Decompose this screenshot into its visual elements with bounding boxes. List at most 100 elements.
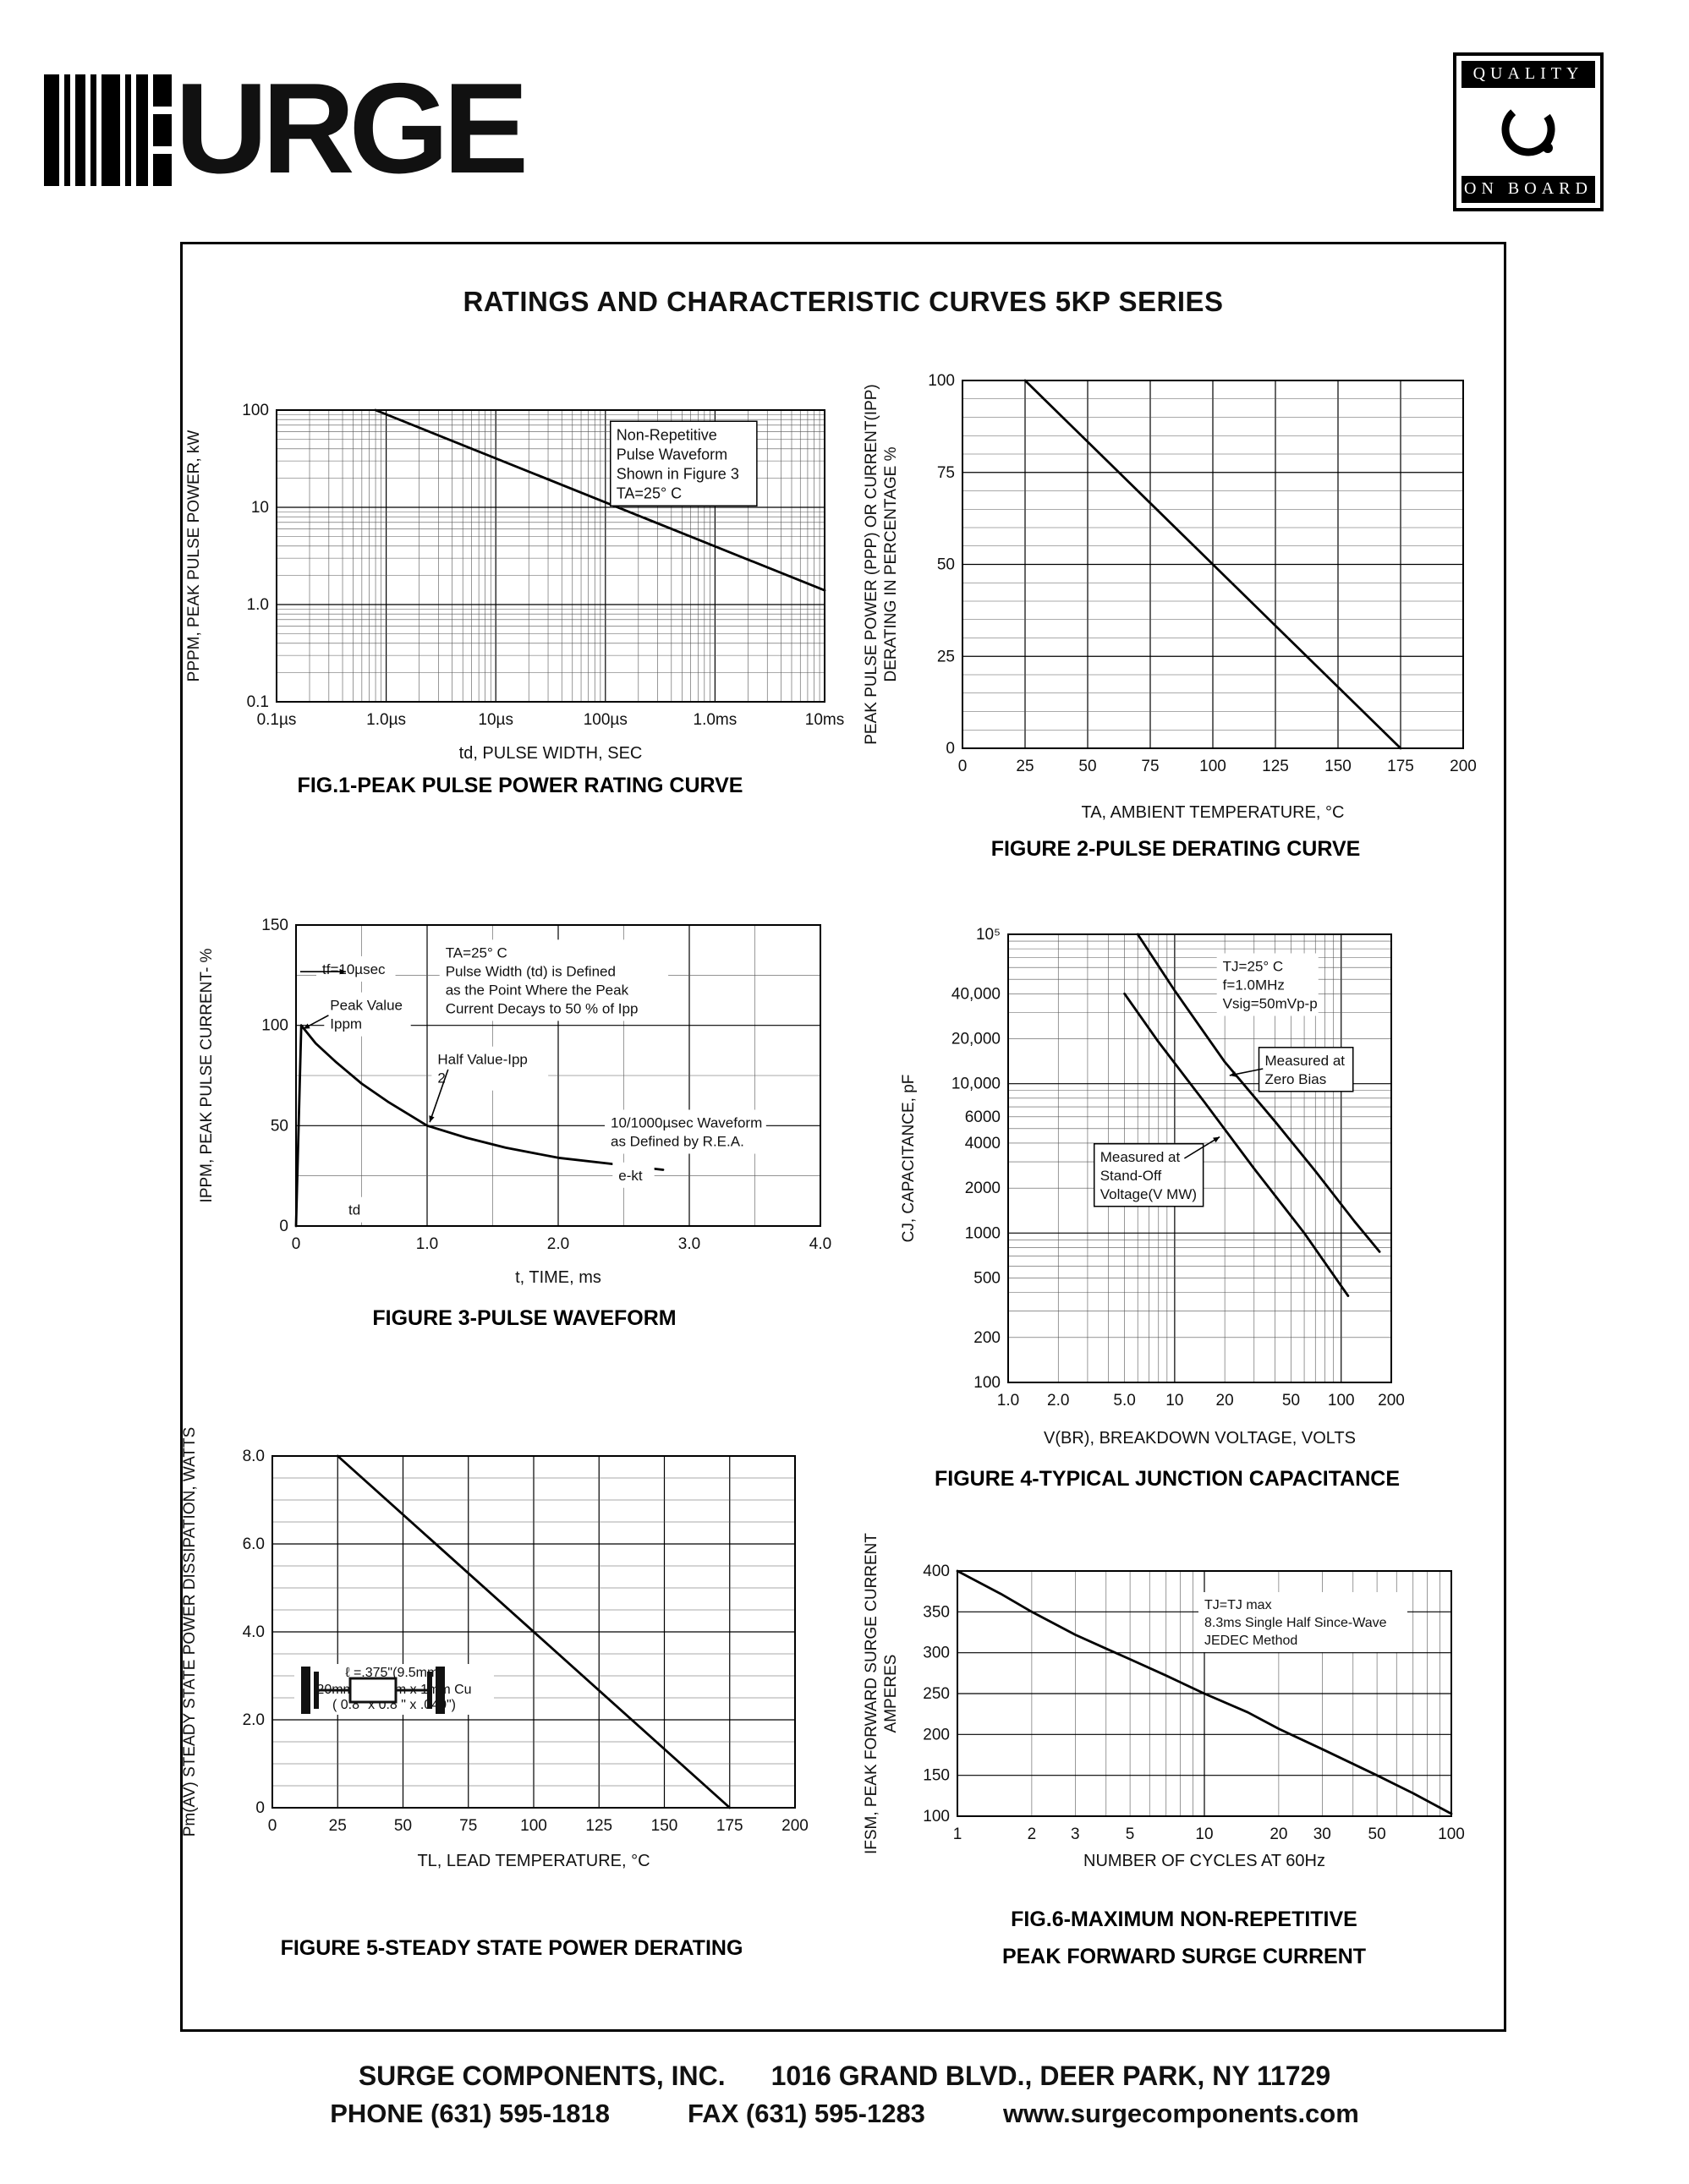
- fig1-caption: FIG.1-PEAK PULSE POWER RATING CURVE: [297, 774, 743, 797]
- svg-text:10: 10: [251, 499, 269, 517]
- svg-text:0: 0: [279, 1218, 288, 1235]
- svg-text:10µs: 10µs: [478, 711, 513, 729]
- fig5-caption: FIGURE 5-STEADY STATE POWER DERATING: [280, 1936, 743, 1960]
- svg-text:200: 200: [923, 1726, 950, 1743]
- svg-text:as the Point Where the Peak: as the Point Where the Peak: [446, 982, 629, 998]
- svg-text:e-kt: e-kt: [618, 1168, 643, 1184]
- svg-text:2000: 2000: [965, 1180, 1001, 1197]
- svg-text:150: 150: [261, 917, 288, 934]
- svg-text:100: 100: [1438, 1825, 1465, 1843]
- svg-text:100: 100: [1328, 1392, 1355, 1409]
- svg-text:6.0: 6.0: [243, 1535, 265, 1553]
- footer-website: www.surgecomponents.com: [1002, 2099, 1359, 2128]
- curves-panel-border: [180, 242, 1506, 2032]
- svg-text:200: 200: [1450, 758, 1477, 775]
- fig2-pulse-derating-chart: 0 25 50 75 100 125 150 175 200 0 25 50 75 100 TA, AMBI…: [863, 355, 1489, 829]
- svg-text:3.0: 3.0: [678, 1235, 700, 1253]
- badge-eye-icon: [1461, 88, 1595, 176]
- svg-text:20,000: 20,000: [951, 1030, 1001, 1048]
- svg-text:500: 500: [973, 1270, 1001, 1288]
- page-title: RATINGS AND CHARACTERISTIC CURVES 5KP SE…: [463, 286, 1224, 317]
- svg-text:20: 20: [1216, 1392, 1234, 1409]
- svg-text:Voltage(V MW): Voltage(V MW): [1100, 1186, 1197, 1202]
- fig4-junction-capacitance-chart: 1.0 2.0 5.0 10 20 50 100 200 10⁵ 40,000 20,000 10,0…: [897, 896, 1438, 1454]
- svg-text:Pm(AV) STEADY STATE POWER DISS: Pm(AV) STEADY STATE POWER DISSIPATION, W…: [181, 1427, 199, 1837]
- quality-on-board-badge: QUALITY ON BOARD: [1453, 52, 1604, 211]
- svg-text:20: 20: [1269, 1825, 1287, 1843]
- svg-text:td: td: [348, 1202, 360, 1218]
- fig1-peak-pulse-power-rating-chart: 0.1µs 1.0µs 10µs 100µs 1.0ms 10ms 100 10 1.0 0.1 t…: [182, 372, 858, 769]
- svg-text:2.0: 2.0: [547, 1235, 569, 1253]
- svg-text:1: 1: [953, 1825, 962, 1843]
- fig5-steady-state-power-derating-chart: ℓ =.375"(9.5mm) 20mm x 20mm x 1mm Cu ( 0…: [178, 1420, 846, 1877]
- svg-text:1.0: 1.0: [247, 596, 269, 614]
- fig2-plot: 0 25 50 75 100 125 150 175 200 0 25 50 75 100 TA, AMBI…: [863, 372, 1477, 822]
- svg-text:50: 50: [394, 1817, 412, 1835]
- svg-text:JEDEC Method: JEDEC Method: [1204, 1634, 1297, 1648]
- badge-on-board-label: ON BOARD: [1461, 176, 1595, 203]
- fig6-caption-line2: PEAK FORWARD SURGE CURRENT: [1001, 1945, 1367, 1968]
- footer-company: SURGE COMPONENTS, INC.: [358, 2061, 726, 2091]
- svg-text:300: 300: [923, 1645, 950, 1662]
- svg-text:2.0: 2.0: [1047, 1392, 1069, 1409]
- svg-text:10ms: 10ms: [805, 711, 844, 729]
- svg-text:0: 0: [958, 758, 968, 775]
- svg-text:8.3ms Single Half Since-Wave: 8.3ms Single Half Since-Wave: [1204, 1616, 1387, 1630]
- svg-text:4.0: 4.0: [809, 1235, 831, 1253]
- badge-quality-label: QUALITY: [1461, 61, 1595, 88]
- fig2-caption: FIGURE 2-PULSE DERATING CURVE: [990, 837, 1361, 861]
- svg-text:TJ=25° C: TJ=25° C: [1223, 959, 1284, 975]
- svg-text:1000: 1000: [965, 1224, 1001, 1242]
- svg-text:TA, AMBIENT TEMPERATURE, °C: TA, AMBIENT TEMPERATURE, °C: [1081, 803, 1344, 822]
- svg-text:175: 175: [1387, 758, 1414, 775]
- svg-text:TL, LEAD TEMPERATURE, °C: TL, LEAD TEMPERATURE, °C: [417, 1852, 650, 1870]
- svg-text:Shown in Figure 3: Shown in Figure 3: [617, 465, 739, 482]
- svg-text:0: 0: [292, 1235, 301, 1253]
- svg-text:25: 25: [1016, 758, 1034, 775]
- svg-text:TA=25° C: TA=25° C: [446, 944, 507, 961]
- svg-text:t, TIME, ms: t, TIME, ms: [515, 1268, 601, 1287]
- svg-text:2: 2: [1028, 1825, 1037, 1843]
- footer-phone: PHONE (631) 595-1818: [330, 2099, 611, 2128]
- svg-text:30: 30: [1313, 1825, 1331, 1843]
- svg-text:200: 200: [973, 1329, 1001, 1347]
- svg-text:150: 150: [1324, 758, 1352, 775]
- fig4-plot: 1.0 2.0 5.0 10 20 50 100 200 10⁵ 40,000 20,000 10,0…: [900, 926, 1405, 1448]
- fig5-lead-mount-drawing-icon: [301, 1667, 445, 1714]
- svg-text:AMPERES: AMPERES: [882, 1655, 900, 1733]
- footer-company-line: SURGE COMPONENTS, INC. 1016 GRAND BLVD.,…: [0, 2061, 1689, 2092]
- svg-text:150: 150: [923, 1767, 950, 1785]
- svg-text:TJ=TJ max: TJ=TJ max: [1204, 1598, 1272, 1612]
- fig6-plot: 1 2 3 5 10 20 30 50 100 100 150 200 250 300 350 400 NUMB…: [863, 1533, 1465, 1870]
- fig5-lead-length-label: ℓ =.375"(9.5mm): [345, 1666, 443, 1680]
- svg-text:Half Value-Ipp: Half Value-Ipp: [437, 1052, 527, 1068]
- svg-text:tf=10µsec: tf=10µsec: [322, 961, 386, 977]
- svg-text:100: 100: [923, 1808, 950, 1825]
- svg-text:DERATING IN PERCENTAGE %: DERATING IN PERCENTAGE %: [882, 446, 900, 681]
- svg-text:Pulse Width (td) is Defined: Pulse Width (td) is Defined: [446, 963, 616, 979]
- svg-text:10/1000µsec Waveform: 10/1000µsec Waveform: [611, 1115, 762, 1131]
- svg-text:Non-Repetitive: Non-Repetitive: [617, 426, 717, 443]
- svg-text:4000: 4000: [965, 1135, 1001, 1152]
- fig3-pulse-waveform-chart: 0 1.0 2.0 3.0 4.0 0 50 100 150 t, TIME, ms IPPM, P…: [195, 888, 854, 1294]
- footer-address: 1016 GRAND BLVD., DEER PARK, NY 11729: [770, 2061, 1331, 2091]
- svg-text:40,000: 40,000: [951, 985, 1001, 1003]
- svg-text:NUMBER OF CYCLES AT 60Hz: NUMBER OF CYCLES AT 60Hz: [1083, 1852, 1325, 1870]
- svg-text:50: 50: [1078, 758, 1096, 775]
- svg-text:50: 50: [937, 556, 955, 574]
- svg-text:100: 100: [242, 402, 269, 419]
- svg-text:PPPM, PEAK PULSE POWER, kW: PPPM, PEAK PULSE POWER, kW: [185, 430, 203, 682]
- svg-text:3: 3: [1071, 1825, 1080, 1843]
- svg-text:6000: 6000: [965, 1108, 1001, 1126]
- svg-text:f=1.0MHz: f=1.0MHz: [1223, 977, 1285, 993]
- svg-text:125: 125: [585, 1817, 612, 1835]
- svg-text:200: 200: [1378, 1392, 1405, 1409]
- svg-text:100: 100: [1199, 758, 1226, 775]
- svg-text:50: 50: [271, 1117, 288, 1135]
- svg-text:Vsig=50mVp-p: Vsig=50mVp-p: [1223, 996, 1318, 1012]
- svg-text:100: 100: [928, 372, 955, 390]
- svg-text:125: 125: [1262, 758, 1289, 775]
- svg-text:Measured at: Measured at: [1265, 1053, 1346, 1069]
- fig5-plot: 0 25 50 75 100 125 150 175 200 0 2.0 4.0 6.0 8.0 TL, L…: [181, 1427, 809, 1870]
- svg-text:td, PULSE WIDTH, SEC: td, PULSE WIDTH, SEC: [459, 744, 643, 763]
